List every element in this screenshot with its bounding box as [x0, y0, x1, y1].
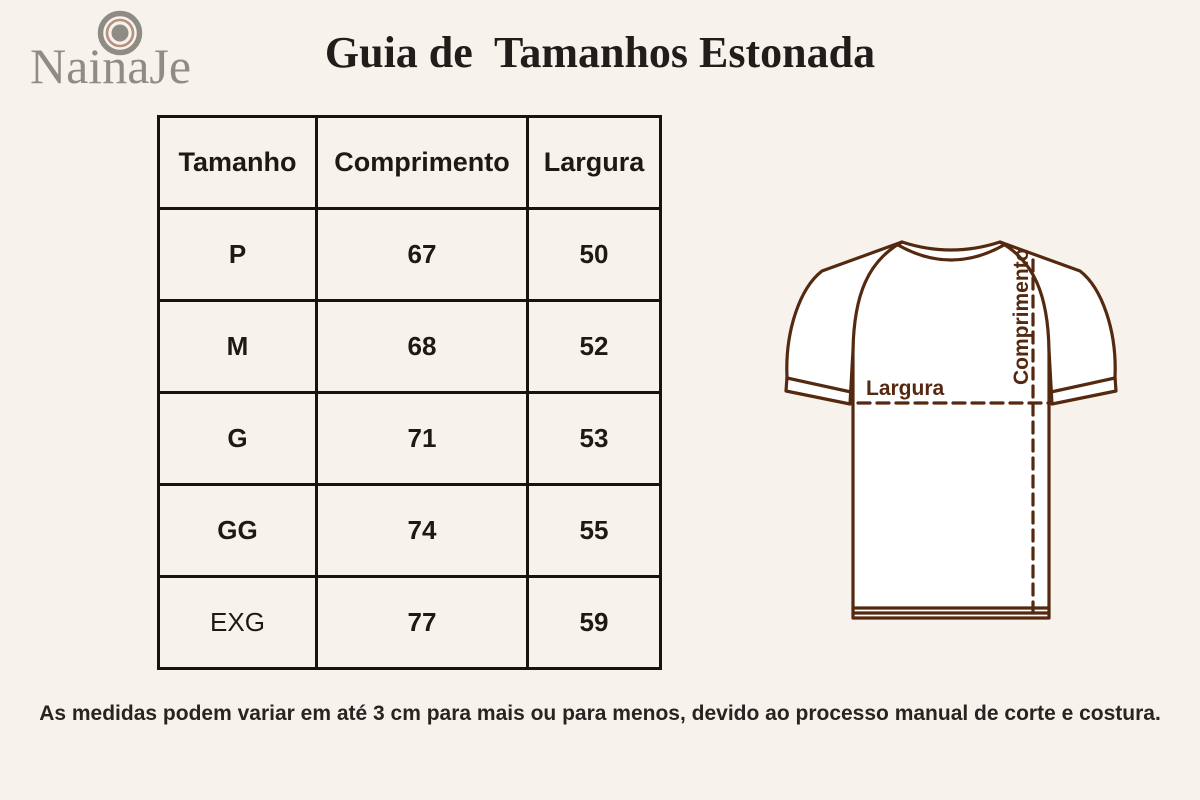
- table-header-row: Tamanho Comprimento Largura: [157, 115, 662, 210]
- tshirt-sleeve-right: [998, 240, 1118, 406]
- cuff-seam-left: [785, 376, 853, 394]
- brand-name: NainaJe: [30, 38, 192, 94]
- largura-cell: 53: [526, 391, 662, 486]
- width-label: Largura: [866, 377, 945, 400]
- tshirt-sleeve-left: [784, 240, 904, 406]
- table-row: M 68 52: [157, 299, 662, 394]
- length-label: Comprimento: [1010, 249, 1033, 386]
- table-row: G 71 53: [157, 391, 662, 486]
- size-cell: GG: [157, 483, 318, 578]
- table-row: P 67 50: [157, 207, 662, 302]
- largura-cell: 59: [526, 575, 662, 670]
- comprimento-cell: 68: [315, 299, 529, 394]
- collar-band: [896, 243, 1006, 262]
- comprimento-cell: 74: [315, 483, 529, 578]
- comprimento-cell: 67: [315, 207, 529, 302]
- size-cell: P: [157, 207, 318, 302]
- hem-stitch-lines: [851, 606, 1051, 615]
- table-row: EXG 77 59: [157, 575, 662, 670]
- largura-cell: 50: [526, 207, 662, 302]
- largura-cell: 52: [526, 299, 662, 394]
- cuff-seam-right: [1049, 376, 1117, 394]
- concentric-circles-icon: [97, 10, 143, 56]
- size-cell: EXG: [157, 575, 318, 670]
- size-cell: M: [157, 299, 318, 394]
- brand-logo: NainaJe: [30, 10, 250, 102]
- size-cell: G: [157, 391, 318, 486]
- size-table: Tamanho Comprimento Largura P 67 50 M 68…: [157, 115, 662, 670]
- comprimento-cell: 77: [315, 575, 529, 670]
- largura-cell: 55: [526, 483, 662, 578]
- header-tamanho: Tamanho: [157, 115, 318, 210]
- header-comprimento: Comprimento: [315, 115, 529, 210]
- measurement-disclaimer: As medidas podem variar em até 3 cm para…: [39, 702, 1161, 725]
- header-largura: Largura: [526, 115, 662, 210]
- page-title: Guia de Tamanhos Estonada: [324, 28, 876, 77]
- comprimento-cell: 71: [315, 391, 529, 486]
- tshirt-diagram: Largura Comprimento: [784, 240, 1118, 620]
- table-row: GG 74 55: [157, 483, 662, 578]
